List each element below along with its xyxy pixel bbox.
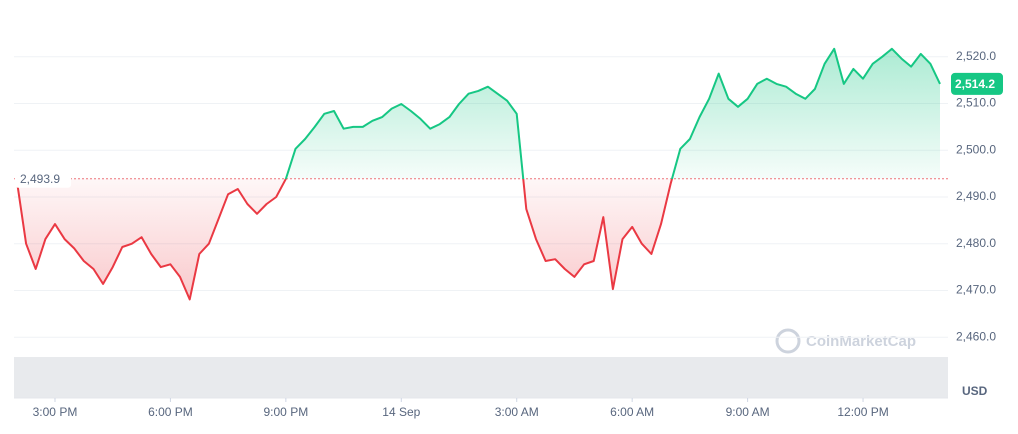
volume-band [14,357,948,398]
y-tick-label: 2,460.0 [956,329,996,343]
x-tick-label: 9:00 AM [726,405,770,419]
current-price-label: 2,514.2 [955,77,995,91]
baseline-label-box [15,169,71,188]
watermark-logo [775,328,801,354]
currency: USD [962,384,988,398]
x-tick-label: 12:00 PM [837,405,888,419]
x-tick-label: 3:00 AM [495,405,539,419]
x-tick-label: 3:00 PM [33,405,78,419]
y-tick-label: 2,480.0 [956,236,996,250]
watermark-text: CoinMarketCap [806,333,916,350]
x-tick-label: 6:00 AM [610,405,654,419]
x-tick-label: 9:00 PM [264,405,309,419]
current-price-badge [951,72,1003,95]
baseline-label: 2,493.9 [20,172,60,186]
y-tick-label: 2,490.0 [956,189,996,203]
x-tick-label: 6:00 PM [148,405,193,419]
x-tick-label: 14 Sep [382,405,420,419]
y-tick-label: 2,500.0 [956,142,996,156]
y-tick-label: 2,470.0 [956,283,996,297]
area [16,48,940,300]
y-tick-label: 2,510.0 [956,96,996,110]
y-tick-label: 2,520.0 [956,49,996,63]
price-line [15,47,941,301]
